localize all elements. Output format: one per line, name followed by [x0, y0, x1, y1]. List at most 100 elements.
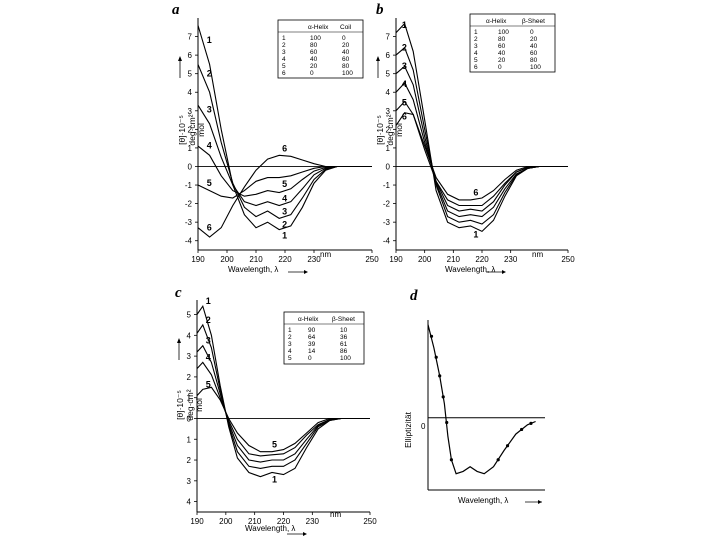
- series-label: 3: [207, 105, 212, 115]
- y-tick-label: 5: [187, 311, 192, 320]
- legend-cell: 4: [288, 348, 292, 355]
- legend-cell: 4: [474, 50, 478, 57]
- series-line: [197, 25, 372, 231]
- y-tick-label: 3: [187, 352, 192, 361]
- panel-c: c [θ]·10⁻⁵ deg·cm² mol Wavelength, λ nm …: [175, 285, 377, 536]
- series-line: [196, 304, 370, 478]
- series-label: 2: [282, 220, 287, 230]
- y-tick-label: 3: [386, 107, 391, 116]
- x-tick-label: 190: [191, 255, 205, 264]
- legend-cell: 60: [498, 43, 506, 50]
- legend-cell: 4: [282, 56, 286, 63]
- legend-header: Coil: [340, 24, 352, 31]
- y-tick-label: -1: [383, 181, 391, 190]
- y-arrowhead: [178, 56, 182, 61]
- x-tick-label: 250: [365, 255, 379, 264]
- y-tick-label: 4: [187, 331, 192, 340]
- series-label: 5: [206, 379, 211, 389]
- series-label: 5: [402, 98, 407, 108]
- series-line: [197, 64, 372, 220]
- legend-cell: 86: [340, 348, 348, 355]
- legend-cell: 20: [310, 63, 318, 70]
- panel-d-xlabel: Wavelength, λ: [458, 496, 508, 505]
- series-label: 6: [207, 222, 212, 232]
- panel-d-letter: d: [410, 288, 418, 304]
- legend-cell: 5: [288, 355, 292, 362]
- panel-a-ylabel-line1: [θ]·10⁻⁵: [177, 115, 187, 145]
- x-tick-label: 230: [306, 517, 320, 526]
- data-point: [441, 395, 445, 399]
- series-label: 3: [206, 336, 211, 346]
- y-tick-label: 7: [386, 33, 391, 42]
- panel-b-legend-box: [469, 13, 556, 73]
- series-label: 2: [206, 315, 211, 325]
- series-label: 6: [473, 187, 478, 197]
- panel-a-legend-box: [277, 19, 364, 79]
- x-tick-label: 220: [277, 517, 291, 526]
- x-tick-label: 250: [363, 517, 377, 526]
- series-label: 4: [402, 79, 407, 89]
- legend-cell: 5: [282, 63, 286, 70]
- legend-cell: 1: [474, 29, 478, 36]
- panel-a-legend: α-Helix Coil 1 100 0 2 80 20 3 60 40 4 4…: [277, 19, 364, 79]
- legend-cell: 100: [340, 355, 351, 362]
- x-tick-label: 190: [190, 517, 204, 526]
- y-tick-label: 0: [188, 162, 193, 171]
- legend-cell: 5: [474, 57, 478, 64]
- series-line: [196, 386, 370, 453]
- data-point: [438, 374, 442, 378]
- panel-c-xlabel: Wavelength, λ: [245, 524, 295, 533]
- y-tick-label: 2: [187, 373, 192, 382]
- legend-cell: 64: [308, 334, 316, 341]
- series-line: [197, 145, 372, 197]
- series-label: 3: [402, 61, 407, 71]
- legend-cell: 3: [288, 341, 292, 348]
- legend-cell: 40: [342, 49, 350, 56]
- series-line: [197, 154, 372, 238]
- legend-cell: 60: [310, 49, 318, 56]
- y-tick-label: 5: [386, 70, 391, 79]
- x-arrowhead: [502, 270, 506, 274]
- x-tick-label: 190: [389, 255, 403, 264]
- legend-header: α-Helix: [486, 18, 507, 25]
- y-tick-label: 1: [187, 435, 192, 444]
- panel-a-ylabel-line2: deg·cm²: [187, 114, 197, 145]
- legend-cell: 0: [498, 64, 502, 71]
- legend-cell: 36: [340, 334, 348, 341]
- legend-cell: 40: [498, 50, 506, 57]
- legend-cell: 1: [288, 327, 292, 334]
- legend-cell: 60: [530, 50, 538, 57]
- legend-cell: 39: [308, 341, 316, 348]
- data-point: [429, 334, 434, 338]
- legend-cell: 40: [530, 43, 538, 50]
- panel-b-ylabel-line3: mol: [394, 123, 404, 137]
- y-tick-label: 6: [386, 51, 391, 60]
- legend-cell: 2: [474, 36, 478, 43]
- legend-cell: 80: [310, 42, 318, 49]
- legend-cell: 80: [342, 63, 350, 70]
- y-tick-label: 3: [187, 477, 192, 486]
- legend-cell: 20: [342, 42, 350, 49]
- legend-cell: 100: [530, 64, 541, 71]
- panel-a-ylabel: [θ]·10⁻⁵ deg·cm² mol: [177, 114, 206, 145]
- y-tick-label: 2: [188, 125, 193, 134]
- legend-cell: 3: [282, 49, 286, 56]
- legend-cell: 10: [340, 327, 348, 334]
- series-label: 6: [402, 111, 407, 121]
- panel-a: a [θ]·10⁻⁵ deg·cm² mol Wavelength, λ nm …: [172, 2, 379, 274]
- data-point: [520, 427, 524, 432]
- x-tick-label: 230: [307, 255, 321, 264]
- legend-cell: 80: [498, 36, 506, 43]
- x-tick-label: 200: [220, 255, 234, 264]
- series-line: [196, 323, 370, 469]
- data-point: [505, 444, 510, 448]
- y-tick-label: 2: [386, 125, 391, 134]
- legend-cell: 6: [474, 64, 478, 71]
- panel-d-zero-label: 0: [421, 422, 426, 431]
- panel-d-plot: [427, 320, 545, 504]
- data-point: [445, 420, 449, 425]
- y-tick-label: 6: [188, 51, 193, 60]
